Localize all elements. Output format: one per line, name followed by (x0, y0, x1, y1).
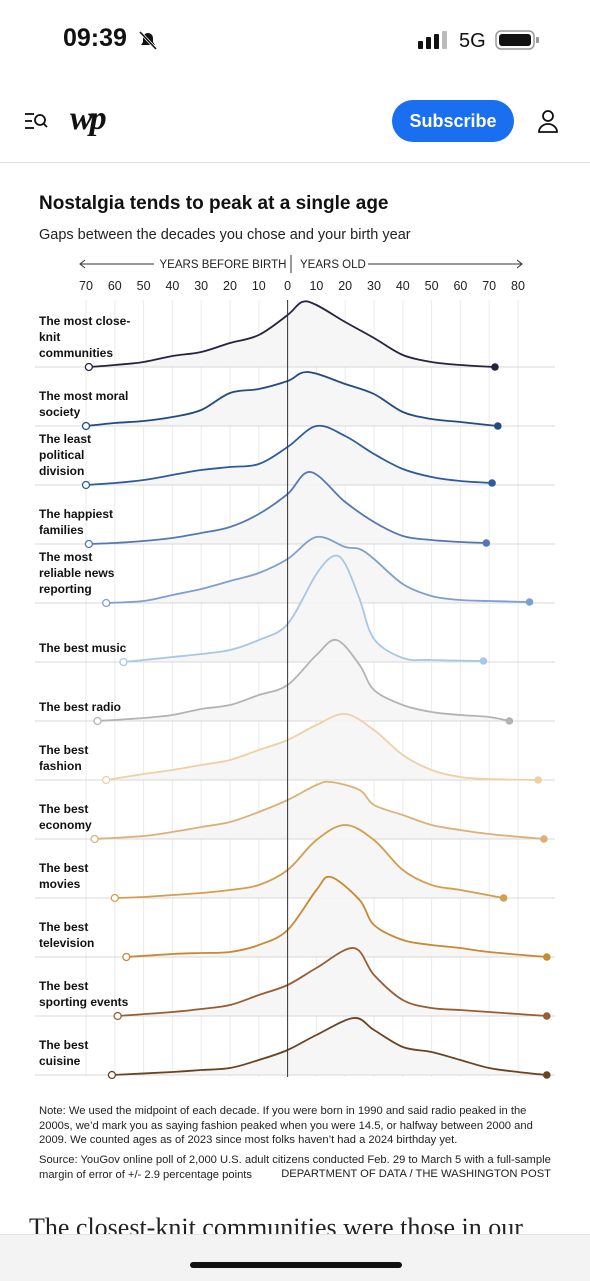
end-point (534, 776, 542, 784)
ridge-label: The best cuisine (39, 1038, 89, 1068)
ridge-label: The most close-knit communities (39, 314, 131, 360)
end-point (525, 598, 534, 606)
start-point (110, 893, 119, 903)
ridge-label: The best movies (39, 861, 89, 891)
ridge-label: The best television (39, 920, 95, 950)
start-point (84, 539, 94, 549)
start-point (113, 1011, 122, 1021)
ridge-area (86, 371, 498, 426)
start-point (107, 1070, 117, 1080)
menu-search-button[interactable] (24, 110, 50, 134)
ridge-area (97, 639, 510, 721)
end-point (543, 1012, 551, 1020)
x-tick-label: 50 (137, 279, 151, 293)
x-label-left: YEARS BEFORE BIRTH (160, 259, 287, 271)
ridge-label: The best fashion (39, 743, 89, 773)
ridge-area (86, 425, 493, 485)
ridge-area (111, 1017, 547, 1075)
ridge-line (123, 554, 484, 663)
x-tick-label: 60 (453, 279, 467, 293)
x-tick-label: 30 (367, 279, 381, 293)
start-point (81, 480, 91, 490)
start-point (102, 598, 111, 608)
ridge-area (117, 947, 547, 1016)
end-point (491, 363, 499, 371)
x-tick-label: 40 (396, 279, 410, 293)
account-button[interactable] (536, 108, 562, 134)
ridge-area (114, 825, 504, 898)
chart-subtitle: Gaps between the decades you chose and y… (39, 227, 411, 243)
end-point (540, 835, 548, 843)
x-tick-label: 80 (511, 279, 525, 293)
bottom-bar (0, 1234, 590, 1281)
ridge-line (88, 300, 496, 368)
ridge-line (106, 713, 539, 781)
ridge-line (106, 535, 530, 604)
ridge-line (126, 875, 547, 958)
x-tick-label: 20 (338, 279, 352, 293)
ridge-area (126, 876, 547, 957)
x-tick-label: 40 (165, 279, 179, 293)
start-point (122, 952, 131, 962)
chart-note: Note: We used the midpoint of each decad… (39, 1105, 533, 1146)
start-point (93, 716, 102, 726)
end-point (494, 422, 502, 430)
ridge-label: The best music (39, 641, 127, 655)
start-point (90, 834, 99, 844)
signal-icon (418, 31, 447, 49)
x-label-right: YEARS OLD (300, 259, 366, 271)
x-tick-label: 0 (284, 279, 291, 293)
subscribe-button[interactable]: Subscribe (392, 100, 514, 142)
end-point (482, 539, 491, 547)
axis-arrows (79, 255, 523, 273)
x-tick-label: 30 (194, 279, 208, 293)
ridge-area (94, 781, 544, 839)
x-tick-label: 70 (79, 279, 93, 293)
ridge-label: The most moral society (39, 389, 129, 419)
ridge-line (114, 824, 504, 899)
ridge-line (94, 780, 544, 840)
chart-source: Source: YouGov online poll of 2,000 U.S.… (39, 1153, 554, 1182)
ridge-line (97, 638, 510, 722)
ridge-label: The most reliable news reporting (39, 550, 115, 596)
ridge-label: The best economy (39, 802, 92, 832)
start-point (119, 657, 128, 667)
bell-muted-icon (138, 30, 158, 51)
chart-title: Nostalgia tends to peak at a single age (39, 193, 389, 214)
ridge-line (117, 947, 547, 1017)
logo[interactable]: wp (70, 100, 107, 137)
start-point (84, 362, 94, 372)
x-tick-label: 50 (425, 279, 439, 293)
chart: YEARS BEFORE BIRTH YEARS OLD 70 60 50 40 30 2… (35, 255, 555, 1080)
end-point (479, 657, 488, 665)
ridge-label: The best sporting events (39, 979, 129, 1009)
start-point (81, 421, 91, 431)
source-text: Source: YouGov online poll of 2,000 U.S.… (39, 1154, 551, 1181)
ridge-area (123, 555, 484, 662)
chart-credit: DEPARTMENT OF DATA / THE WASHINGTON POST (277, 1168, 551, 1180)
end-point (499, 894, 508, 902)
end-point (505, 717, 514, 725)
header-divider (0, 162, 590, 163)
x-tick-label: 70 (482, 279, 496, 293)
start-point (102, 775, 111, 785)
end-point (488, 479, 496, 487)
end-point (543, 1071, 551, 1079)
status-time: 09:39 (63, 24, 127, 52)
ridge-line (111, 1017, 547, 1076)
ridge-label: The happiest families (39, 507, 114, 537)
end-point (543, 953, 551, 961)
x-tick-label: 60 (108, 279, 122, 293)
ridge-label: The best radio (39, 700, 122, 714)
network-label: 5G (459, 30, 486, 52)
battery-icon (495, 30, 539, 50)
home-indicator (190, 1262, 402, 1268)
x-tick-label: 10 (309, 279, 323, 293)
x-tick-label: 10 (252, 279, 266, 293)
x-tick-label: 20 (223, 279, 237, 293)
ridge-label: The least political division (39, 432, 92, 478)
